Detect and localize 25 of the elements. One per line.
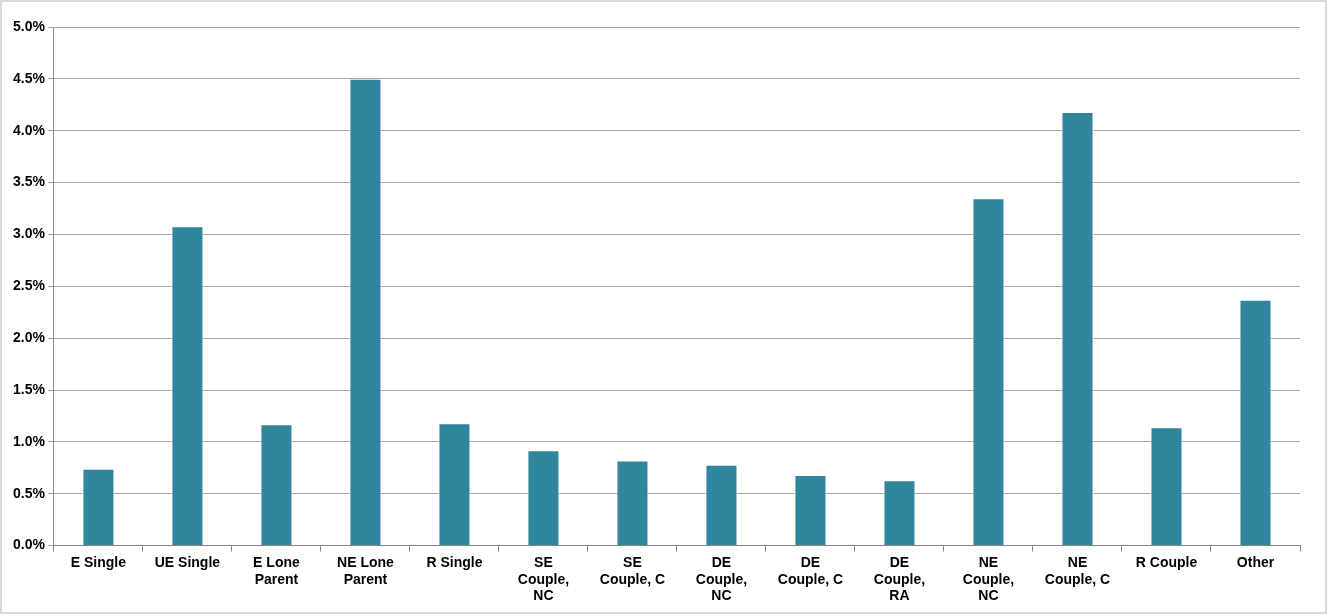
y-tick-label: 2.5%	[12, 277, 46, 294]
x-tick-label: R Couple	[1135, 553, 1198, 570]
y-tick-label: 5.0%	[12, 17, 46, 34]
y-tick-label: 4.5%	[12, 69, 46, 86]
x-tick-label: Other	[1236, 553, 1275, 570]
y-tick-label: 0.0%	[12, 536, 46, 553]
x-tick-label: DE Couple, RA	[873, 553, 926, 604]
y-tick-label: 3.5%	[12, 173, 46, 190]
x-tick-label: NE Couple, C	[1044, 553, 1111, 587]
y-tick-label: 1.5%	[12, 380, 46, 397]
x-tick-label: NE Couple, NC	[962, 553, 1015, 604]
y-tick-label: 1.0%	[12, 432, 46, 449]
y-tick-label: 0.5%	[12, 484, 46, 501]
x-tick-label: SE Couple, C	[599, 553, 666, 587]
x-tick-label: UE Single	[154, 553, 221, 570]
y-tick-label: 4.0%	[12, 121, 46, 138]
x-tick-label: R Single	[426, 553, 483, 570]
x-tick-label: DE Couple, NC	[695, 553, 748, 604]
x-tick-label: SE Couple, NC	[517, 553, 570, 604]
y-tick-label: 3.0%	[12, 225, 46, 242]
x-tick-label: E Lone Parent	[253, 553, 300, 587]
y-tick-label: 2.0%	[12, 329, 46, 346]
x-tick-label: NE Lone Parent	[337, 553, 395, 587]
x-tick-label: DE Couple, C	[777, 553, 844, 587]
x-tick-label: E Single	[70, 553, 127, 570]
